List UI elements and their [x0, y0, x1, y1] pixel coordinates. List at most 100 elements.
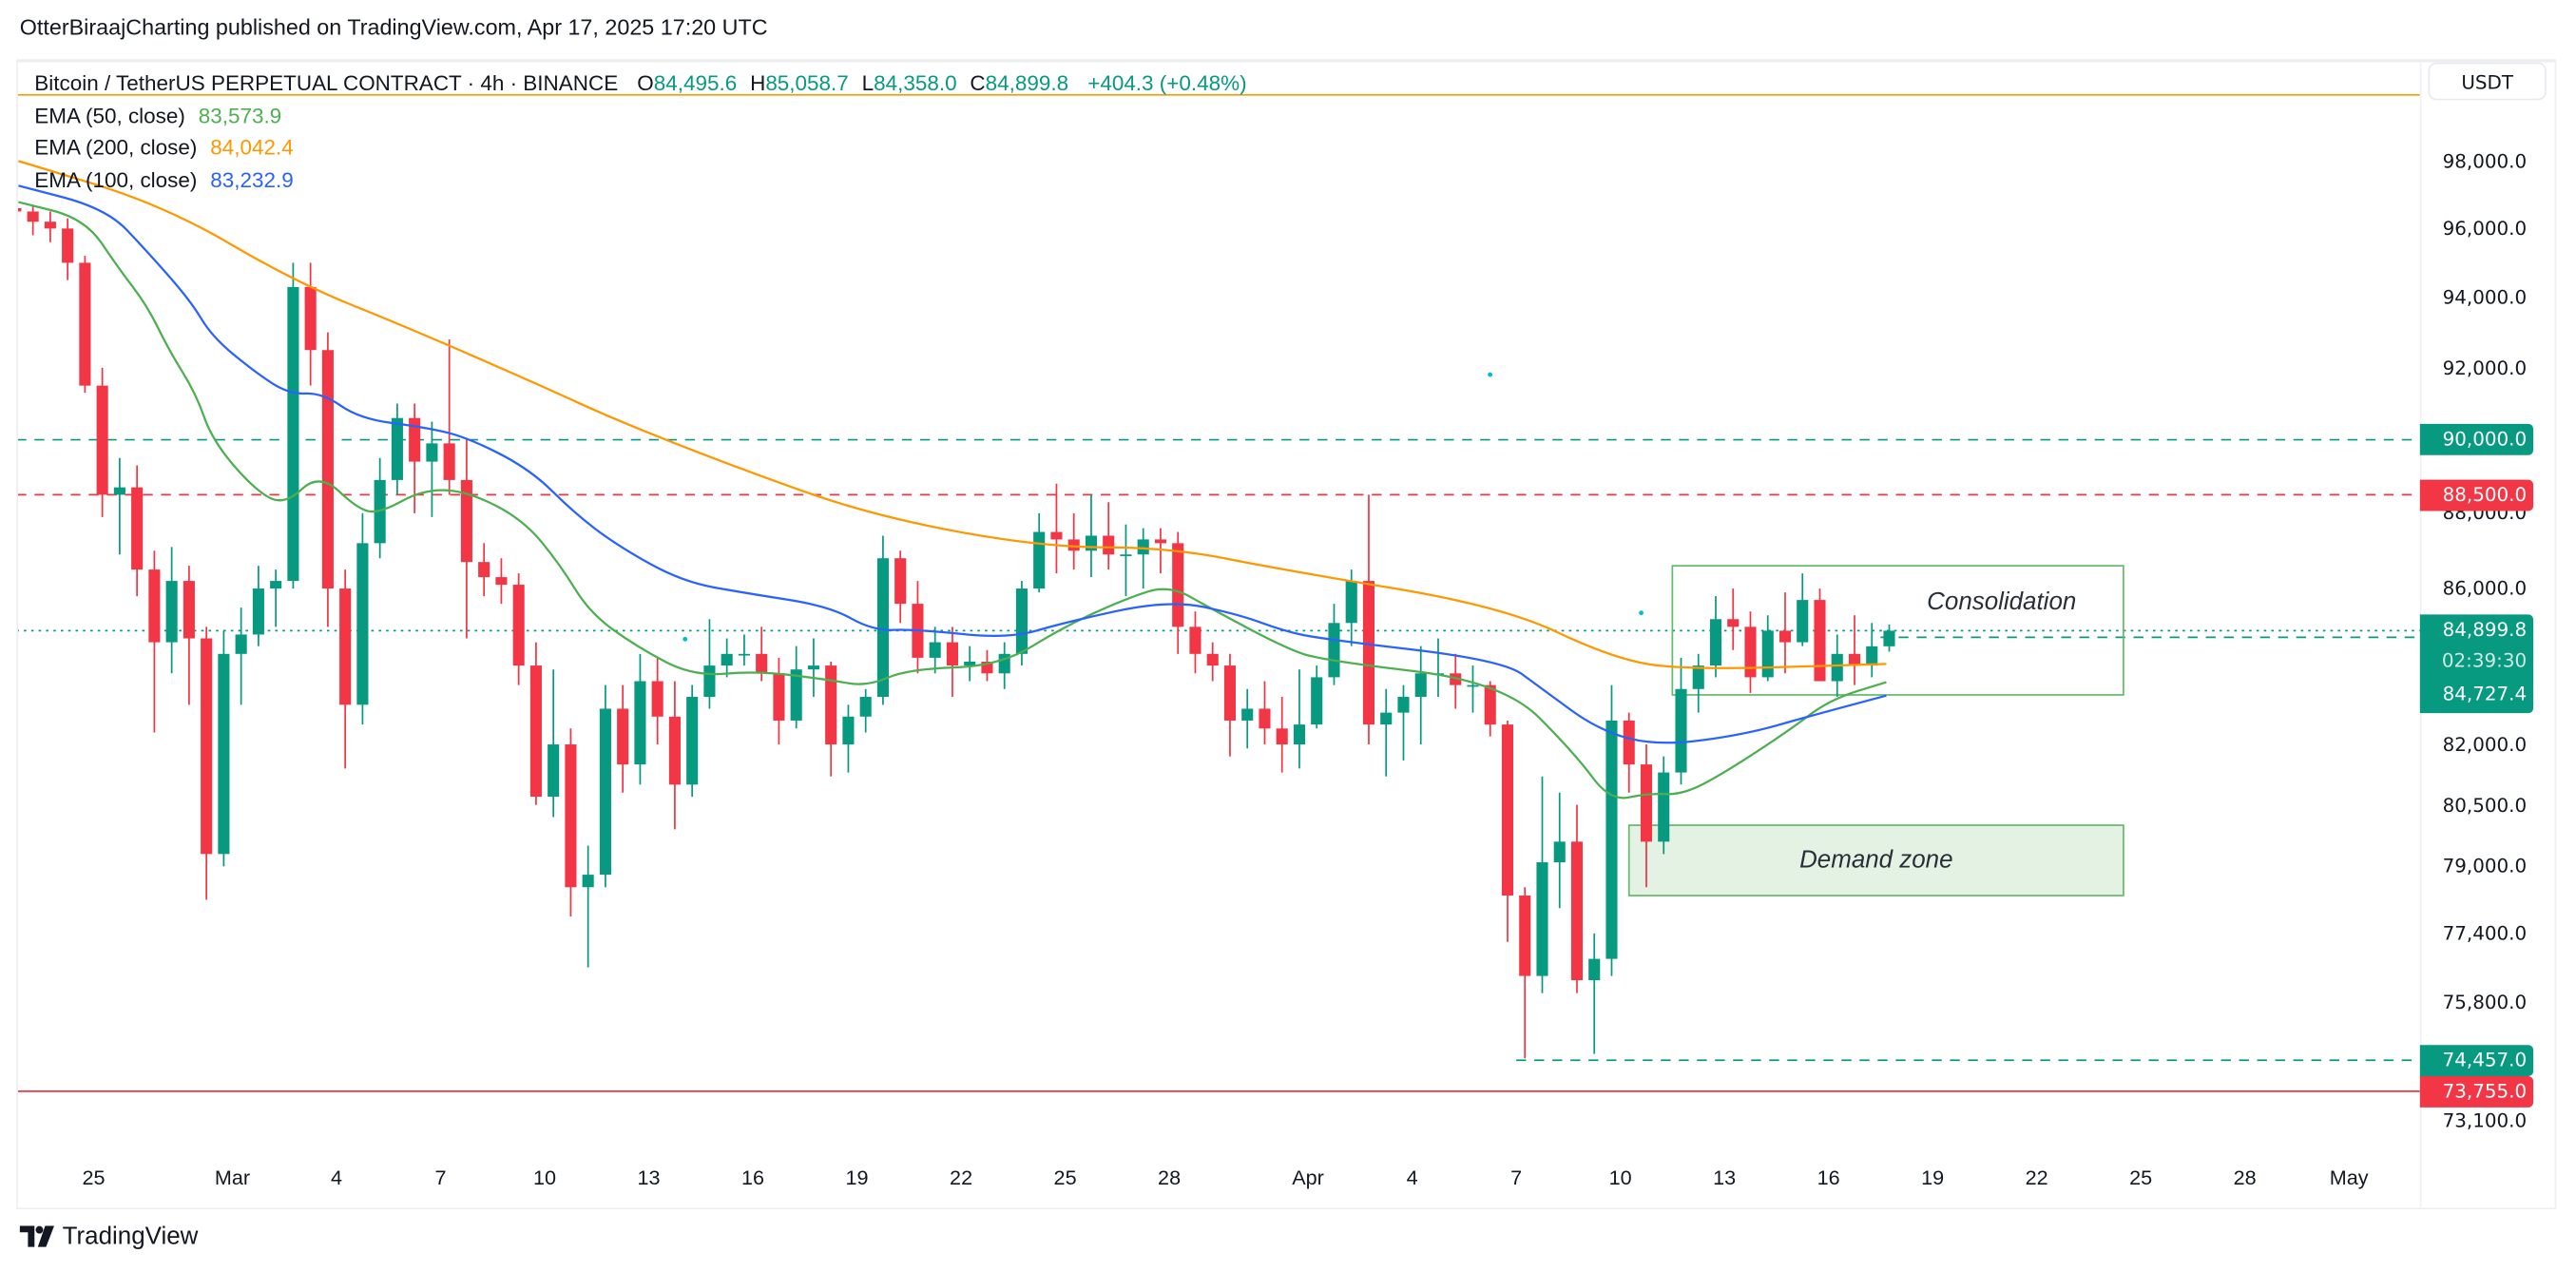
candle-body	[1450, 673, 1462, 685]
candle	[321, 332, 334, 627]
candle	[565, 728, 577, 917]
candle	[287, 262, 299, 589]
price-level-badge: 74,457.0	[2419, 1044, 2534, 1076]
zone-annotations	[1627, 565, 2124, 896]
candle-body	[1050, 531, 1063, 540]
candle-body	[287, 286, 299, 582]
candle-body	[1744, 626, 1757, 678]
candle	[1727, 588, 1740, 650]
price-tick-label: 98,000.0	[2442, 149, 2528, 173]
demand-zone-box[interactable]	[1627, 824, 2124, 896]
currency-button[interactable]: USDT	[2428, 62, 2547, 101]
candle	[1414, 646, 1427, 745]
candle-body	[1866, 646, 1878, 666]
candle-body	[1206, 653, 1219, 666]
candle-body	[964, 661, 976, 666]
ema-line[interactable]	[18, 160, 1887, 669]
candle	[1206, 642, 1219, 682]
candle-body	[131, 487, 144, 570]
candle	[18, 207, 22, 212]
candle-body	[1519, 896, 1531, 976]
consolidation-label: Consolidation	[1927, 588, 2077, 617]
ema-line[interactable]	[18, 201, 1887, 800]
candle-body	[1675, 688, 1687, 773]
candle-body	[1085, 535, 1097, 551]
candle-body	[270, 581, 282, 589]
ohlc-key: O	[637, 70, 654, 96]
indicator-value: 83,232.9	[210, 166, 294, 192]
candle	[1605, 684, 1618, 976]
ema-line[interactable]	[18, 184, 1887, 744]
candle	[651, 657, 663, 745]
candle-body	[1640, 764, 1653, 842]
price-tick-label: 92,000.0	[2442, 356, 2528, 379]
candle-body	[1605, 720, 1618, 959]
ohlc-value: 84,899.8	[985, 70, 1069, 96]
candle	[1345, 569, 1357, 646]
candle-body	[113, 487, 125, 495]
candle	[113, 457, 125, 555]
candle	[27, 204, 39, 236]
candle-body	[44, 222, 56, 229]
price-tick-label: 80,500.0	[2442, 793, 2528, 817]
candle-body	[18, 207, 22, 212]
indicator-row[interactable]: EMA (200, close) 84,042.4	[34, 131, 1246, 164]
candle	[1293, 669, 1306, 769]
candle	[1692, 653, 1704, 713]
indicator-label: EMA (50, close)	[34, 103, 185, 127]
price-tick-label: 94,000.0	[2442, 285, 2528, 309]
candle-body	[218, 653, 230, 855]
indicator-row[interactable]: EMA (50, close) 83,573.9	[34, 100, 1246, 132]
candle-body	[1588, 958, 1601, 981]
candle-body	[1467, 684, 1479, 687]
candle-body	[1033, 531, 1046, 589]
candle-body	[1658, 772, 1670, 842]
candle	[218, 630, 230, 867]
candle-body	[1778, 630, 1792, 643]
tradingview-logo[interactable]: TradingView	[19, 1223, 199, 1250]
candle-body	[321, 350, 334, 589]
candle	[512, 573, 525, 685]
symbol-row: Bitcoin / TetherUS PERPETUAL CONTRACT · …	[34, 67, 1246, 100]
candle-body	[1223, 665, 1237, 721]
candle	[79, 256, 91, 394]
candle	[1588, 933, 1601, 1054]
ohlc-key: L	[861, 70, 875, 96]
price-level-badge: 73,755.0	[2419, 1075, 2534, 1108]
candle-body	[426, 443, 438, 462]
consolidation-box[interactable]	[1671, 565, 2124, 696]
symbol-title[interactable]: Bitcoin / TetherUS PERPETUAL CONTRACT · …	[34, 70, 619, 96]
candle-body	[1484, 684, 1496, 725]
candle	[842, 704, 855, 773]
candle-body	[825, 665, 837, 745]
candle-body	[1709, 619, 1722, 666]
candle-body	[1536, 862, 1548, 976]
candle	[1259, 681, 1271, 745]
candle-body	[304, 286, 317, 351]
candle-body	[339, 588, 352, 705]
candle	[1761, 615, 1774, 682]
date-tick-label: 13	[1713, 1166, 1737, 1190]
date-tick-label: 4	[330, 1166, 343, 1190]
date-tick-label: 16	[1817, 1166, 1840, 1190]
indicator-row[interactable]: EMA (100, close) 83,232.9	[34, 164, 1246, 196]
candle-body	[1137, 539, 1149, 555]
demand-zone-label: Demand zone	[1799, 845, 1953, 874]
candle	[1189, 611, 1201, 674]
candle	[790, 646, 802, 729]
candle-body	[756, 653, 768, 674]
last-price-value: 84,899.8	[2442, 617, 2528, 641]
candle-body	[876, 558, 889, 698]
candle	[964, 646, 976, 682]
candle-body	[1414, 673, 1427, 698]
candle-body	[617, 708, 629, 765]
change-value: +404.3 (+0.48%)	[1087, 70, 1247, 96]
chart-legend: Bitcoin / TetherUS PERPETUAL CONTRACT · …	[34, 67, 1246, 196]
candle	[1033, 512, 1046, 593]
candle	[1223, 653, 1237, 757]
candles	[18, 204, 1895, 1059]
candle-body	[1345, 581, 1357, 624]
candle-body	[703, 665, 716, 698]
candle-body	[356, 543, 369, 705]
